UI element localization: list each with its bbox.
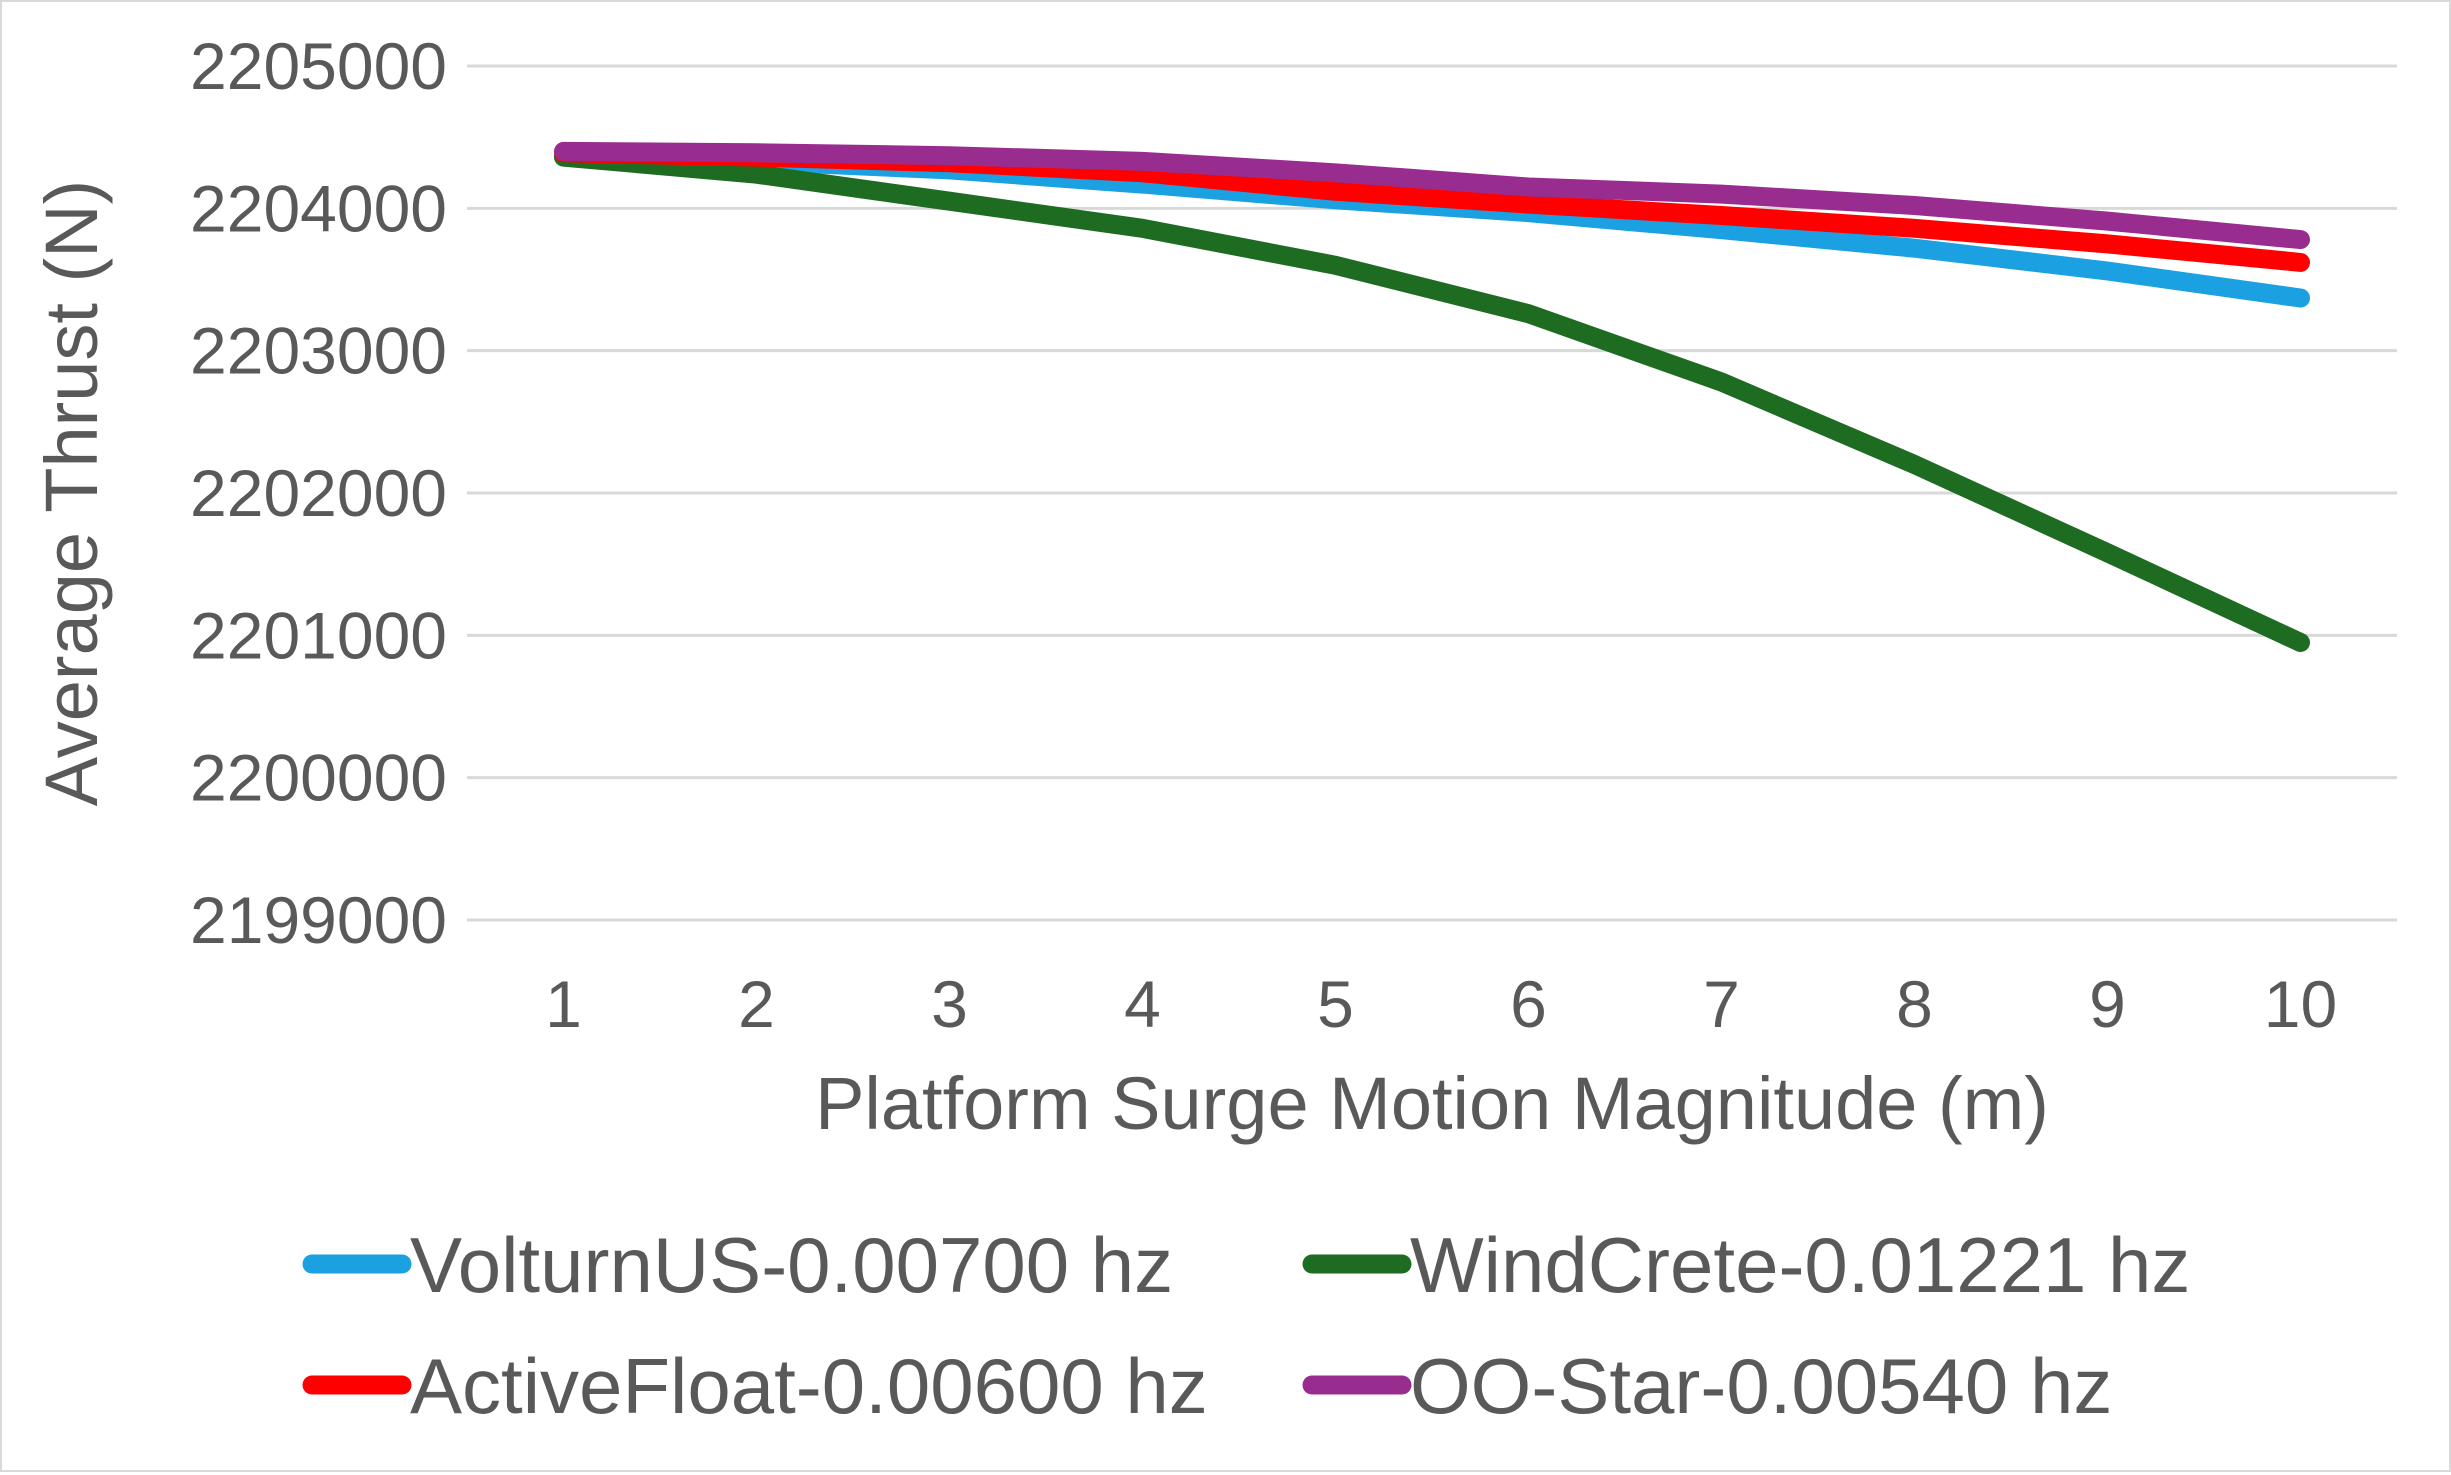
y-axis-title: Average Thrust (N) bbox=[30, 180, 113, 807]
y-tick-label: 2203000 bbox=[190, 314, 447, 388]
x-tick-label: 1 bbox=[545, 967, 582, 1041]
legend-label: VolturnUS-0.00700 hz bbox=[410, 1221, 1173, 1309]
y-axis-tick-labels: 2199000 2200000 2201000 2202000 2203000 22040… bbox=[190, 29, 447, 957]
x-tick-label: 5 bbox=[1317, 967, 1354, 1041]
y-tick-label: 2204000 bbox=[190, 171, 447, 245]
x-tick-label: 6 bbox=[1510, 967, 1547, 1041]
x-tick-label: 2 bbox=[738, 967, 775, 1041]
x-axis-tick-labels: 1 2 3 4 5 6 7 8 9 10 bbox=[545, 967, 2337, 1041]
x-tick-label: 8 bbox=[1896, 967, 1933, 1041]
legend-item: VolturnUS-0.00700 hz bbox=[302, 1221, 1173, 1309]
x-tick-label: 9 bbox=[2089, 967, 2126, 1041]
legend-item: WindCrete-0.01221 hz bbox=[1302, 1221, 2190, 1309]
y-tick-label: 2205000 bbox=[190, 29, 447, 103]
legend: VolturnUS-0.00700 hz WindCrete-0.01221 hz… bbox=[302, 1221, 2190, 1430]
legend-item: OO-Star-0.00540 hz bbox=[1302, 1342, 2112, 1430]
y-tick-label: 2200000 bbox=[190, 741, 447, 815]
x-tick-label: 7 bbox=[1703, 967, 1740, 1041]
series-lines bbox=[554, 141, 2310, 652]
x-axis-title: Platform Surge Motion Magnitude (m) bbox=[815, 1062, 2049, 1145]
legend-label: WindCrete-0.01221 hz bbox=[1410, 1221, 2190, 1309]
legend-label: ActiveFloat-0.00600 hz bbox=[410, 1342, 1208, 1430]
x-tick-label: 10 bbox=[2264, 967, 2337, 1041]
x-tick-label: 3 bbox=[931, 967, 968, 1041]
y-tick-label: 2202000 bbox=[190, 456, 447, 530]
legend-label: OO-Star-0.00540 hz bbox=[1410, 1342, 2112, 1430]
y-tick-label: 2201000 bbox=[190, 598, 447, 672]
x-tick-label: 4 bbox=[1124, 967, 1161, 1041]
series-line-oo bbox=[554, 141, 2310, 250]
legend-item: ActiveFloat-0.00600 hz bbox=[302, 1342, 1208, 1430]
y-tick-label: 2199000 bbox=[190, 883, 447, 957]
series-line-windcrete bbox=[554, 147, 2310, 652]
